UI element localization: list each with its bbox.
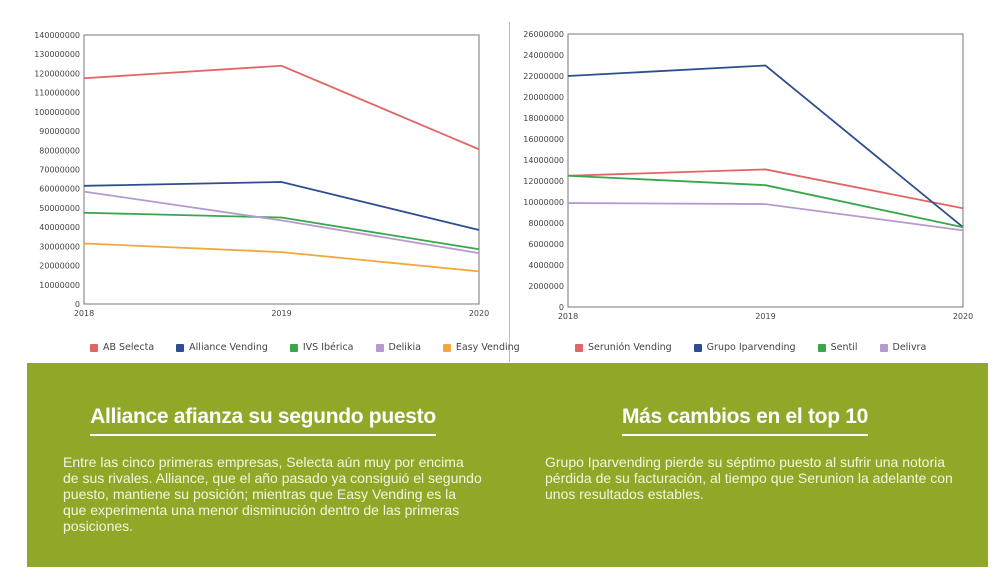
y-tick-label: 70000000: [39, 166, 80, 175]
series-line-alliance-vending: [83, 181, 480, 231]
y-tick-label: 100000000: [34, 108, 80, 117]
series-line-easy-vending: [83, 242, 480, 273]
y-tick-label: 0: [75, 300, 80, 309]
legend-label: Delivra: [892, 342, 927, 353]
y-tick-label: 0: [559, 303, 564, 312]
plot-frame: [567, 33, 964, 308]
y-tick-label: 8000000: [528, 219, 564, 228]
legend-item: Sentil: [817, 342, 858, 353]
y-tick-label: 20000000: [39, 262, 80, 271]
legend-swatch: [90, 343, 98, 352]
legend-label: Delikia: [388, 342, 421, 353]
legend-item: Grupo Iparvending: [693, 342, 796, 353]
chart-left: 0 10000000 20000000 30000000 40000000 5000000…: [34, 31, 489, 318]
y-tick-label: 20000000: [523, 93, 564, 102]
y-tick-label: 24000000: [523, 51, 564, 60]
y-tick-label: 4000000: [528, 261, 564, 270]
divider: [509, 22, 510, 362]
x-tick-label: 2018: [558, 312, 578, 321]
y-tick-label: 2000000: [528, 282, 564, 291]
y-tick-label: 40000000: [39, 223, 80, 232]
y-tick-label: 130000000: [34, 50, 80, 59]
y-tick-label: 110000000: [34, 89, 80, 98]
y-tick-label: 6000000: [528, 240, 564, 249]
legend-item: AB Selecta: [90, 342, 154, 353]
y-tick-label: 120000000: [34, 69, 80, 78]
y-tick-label: 16000000: [523, 135, 564, 144]
legend-label: AB Selecta: [103, 342, 155, 353]
x-tick-label: 2019: [271, 309, 291, 318]
y-tick-label: 10000000: [39, 281, 80, 290]
legend-label: Alliance Vending: [189, 342, 268, 353]
legend-item: Alliance Vending: [176, 342, 268, 353]
y-tick-label: 26000000: [523, 30, 564, 39]
right-body: Grupo Iparvending pierde su séptimo pues…: [545, 454, 953, 502]
legend-label: Sentil: [830, 342, 858, 353]
series-line-delivra: [567, 202, 964, 232]
legend-swatch: [693, 343, 702, 352]
series-line-grupo-iparvending: [567, 64, 964, 228]
y-tick-label: 18000000: [523, 114, 564, 123]
legend-swatch: [289, 343, 298, 352]
legend-right: Serunión Vending Grupo Iparvending Sentil D…: [575, 342, 948, 353]
series-line-delikia: [83, 190, 480, 254]
legend-label: Grupo Iparvending: [706, 342, 796, 353]
left-body: Entre las cinco primeras empresas, Selec…: [63, 454, 482, 534]
legend-label: IVS Ibérica: [302, 342, 354, 353]
legend-swatch: [817, 343, 826, 352]
y-tick-label: 80000000: [39, 146, 80, 155]
legend-item: Easy Vending: [442, 342, 520, 353]
series-line-seruni-n-vending: [567, 168, 964, 210]
left-heading: Alliance afianza su segundo puesto: [90, 405, 436, 436]
y-tick-label: 30000000: [39, 242, 80, 251]
series-line-ivs-ib-rica: [83, 211, 480, 251]
x-tick-label: 2018: [74, 309, 94, 318]
legend-left: AB Selecta Alliance Vending IVS Ibérica Del…: [90, 342, 542, 353]
x-tick-label: 2020: [469, 309, 489, 318]
x-tick-label: 2020: [953, 312, 973, 321]
legend-swatch: [176, 343, 185, 352]
legend-swatch: [442, 343, 451, 352]
legend-item: Delikia: [375, 342, 421, 353]
x-tick-label: 2019: [755, 312, 775, 321]
summary-panel: Alliance afianza su segundo puesto Entre…: [27, 363, 988, 567]
legend-swatch: [575, 343, 583, 352]
y-tick-label: 10000000: [523, 198, 564, 207]
right-heading: Más cambios en el top 10: [621, 405, 868, 436]
legend-item: Serunión Vending: [575, 342, 672, 353]
chart-right: 0 2000000 4000000 6000000 8000000 10000000 120…: [523, 30, 973, 321]
y-tick-label: 22000000: [523, 72, 564, 81]
y-tick-label: 50000000: [39, 204, 80, 213]
legend-item: Delivra: [879, 342, 927, 353]
y-tick-label: 12000000: [523, 177, 564, 186]
y-tick-label: 60000000: [39, 185, 80, 194]
legend-swatch: [375, 343, 384, 352]
legend-swatch: [879, 343, 888, 352]
y-tick-label: 140000000: [34, 31, 80, 40]
legend-label: Serunión Vending: [588, 342, 672, 353]
series-line-ab-selecta: [83, 64, 480, 151]
legend-label: Easy Vending: [455, 342, 520, 353]
series-line-sentil: [567, 174, 964, 229]
plot-frame: [83, 34, 480, 305]
y-tick-label: 90000000: [39, 127, 80, 136]
legend-item: IVS Ibérica: [289, 342, 354, 353]
y-tick-label: 14000000: [523, 156, 564, 165]
